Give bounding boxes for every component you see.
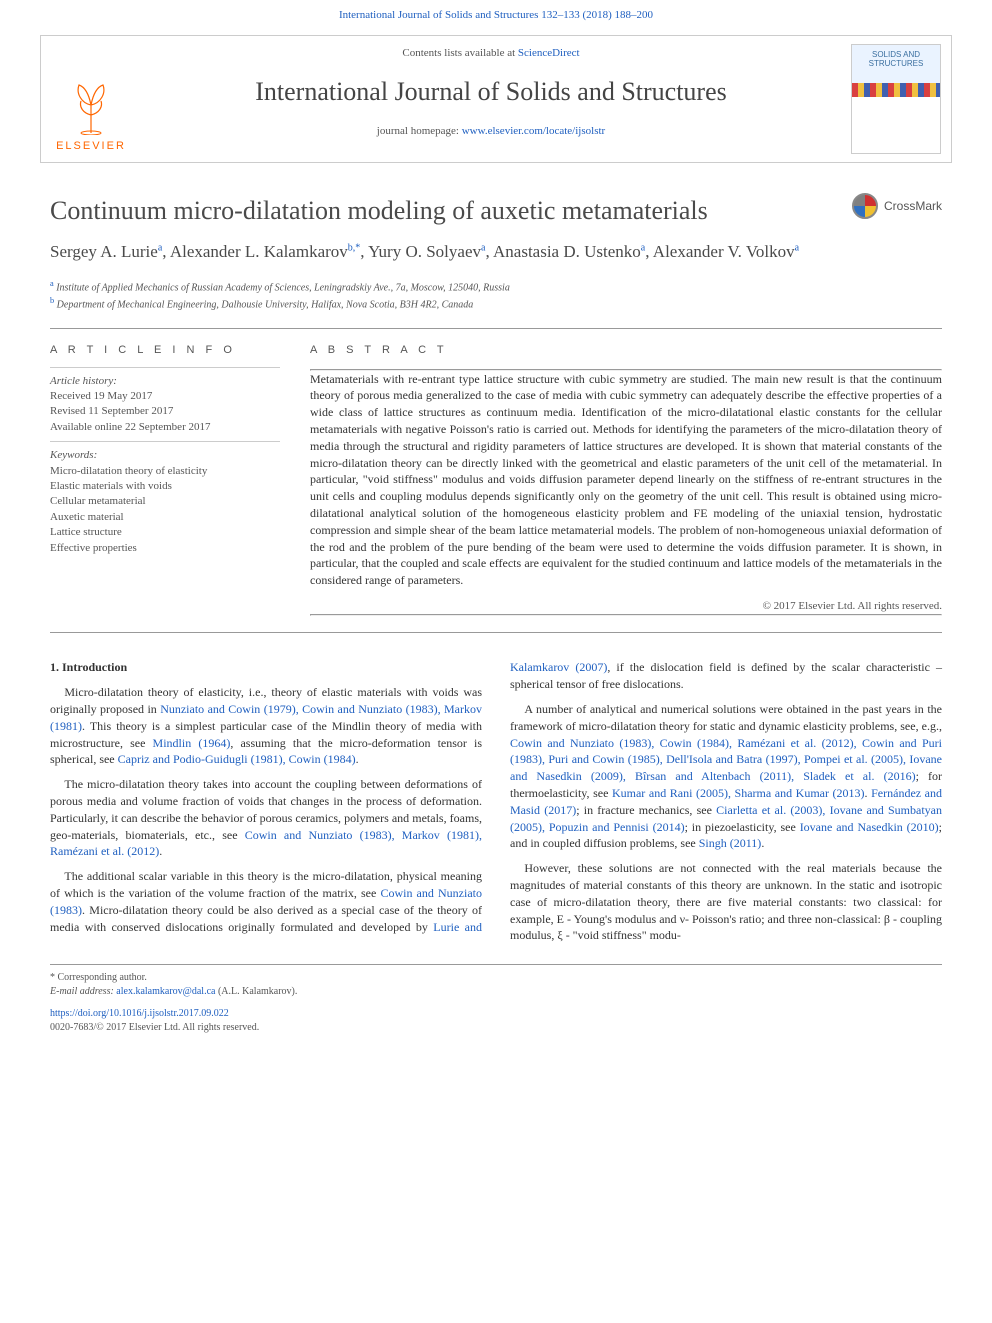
- authors-line: Sergey A. Luriea, Alexander L. Kalamkaro…: [50, 240, 942, 264]
- body-paragraph: The micro-dilatation theory takes into a…: [50, 776, 482, 860]
- history-received: Received 19 May 2017: [50, 389, 280, 404]
- masthead-center: Contents lists available at ScienceDirec…: [141, 36, 841, 162]
- affiliations: a Institute of Applied Mechanics of Russ…: [50, 278, 942, 313]
- homepage-link[interactable]: www.elsevier.com/locate/ijsolstr: [462, 125, 605, 137]
- doi-link[interactable]: https://doi.org/10.1016/j.ijsolstr.2017.…: [50, 1008, 229, 1019]
- history-revised: Revised 11 September 2017: [50, 404, 280, 419]
- keyword: Effective properties: [50, 541, 280, 556]
- cover-title: SOLIDS AND STRUCTURES: [852, 51, 940, 69]
- body-paragraph: Micro-dilatation theory of elasticity, i…: [50, 684, 482, 768]
- doi-line: https://doi.org/10.1016/j.ijsolstr.2017.…: [50, 1007, 942, 1021]
- reference-link[interactable]: Kumar and Rani (2005), Sharma and Kumar …: [612, 786, 865, 800]
- journal-name: International Journal of Solids and Stru…: [151, 74, 831, 110]
- divider: [50, 328, 942, 329]
- abstract-text: Metamaterials with re-entrant type latti…: [310, 371, 942, 589]
- running-head: International Journal of Solids and Stru…: [0, 0, 992, 27]
- history-label: Article history:: [50, 374, 280, 389]
- crossmark-badge[interactable]: CrossMark: [852, 193, 942, 219]
- abstract-column: A B S T R A C T Metamaterials with re-en…: [310, 343, 942, 616]
- keyword: Auxetic material: [50, 510, 280, 525]
- crossmark-label: CrossMark: [884, 198, 942, 215]
- masthead: ELSEVIER Contents lists available at Sci…: [40, 35, 952, 163]
- elsevier-tree-icon: [61, 75, 121, 135]
- citation-link[interactable]: International Journal of Solids and Stru…: [339, 9, 653, 21]
- affiliation-b: b Department of Mechanical Engineering, …: [50, 295, 942, 312]
- email-line: E-mail address: alex.kalamkarov@dal.ca (…: [50, 985, 942, 999]
- article-info-heading: A R T I C L E I N F O: [50, 343, 280, 358]
- keyword: Cellular metamaterial: [50, 494, 280, 509]
- article-info-column: A R T I C L E I N F O Article history: R…: [50, 343, 280, 616]
- reference-link[interactable]: Cowin and Nunziato (1983), Cowin (1984),…: [510, 736, 942, 784]
- journal-cover-icon: SOLIDS AND STRUCTURES: [851, 44, 941, 154]
- keyword: Elastic materials with voids: [50, 479, 280, 494]
- body-paragraph: A number of analytical and numerical sol…: [510, 701, 942, 852]
- homepage-line: journal homepage: www.elsevier.com/locat…: [151, 124, 831, 139]
- contents-prefix: Contents lists available at: [402, 47, 517, 59]
- page-footer: * Corresponding author. E-mail address: …: [50, 964, 942, 1035]
- issn-line: 0020-7683/© 2017 Elsevier Ltd. All right…: [50, 1021, 942, 1035]
- article-title: Continuum micro-dilatation modeling of a…: [50, 193, 832, 229]
- abstract-copyright: © 2017 Elsevier Ltd. All rights reserved…: [310, 599, 942, 614]
- reference-link[interactable]: Capriz and Podio-Guidugli (1981), Cowin …: [118, 752, 356, 766]
- cover-block: SOLIDS AND STRUCTURES: [841, 36, 951, 162]
- homepage-prefix: journal homepage:: [377, 125, 462, 137]
- divider: [50, 632, 942, 633]
- body-paragraph: However, these solutions are not connect…: [510, 860, 942, 944]
- reference-link[interactable]: Singh (2011): [699, 836, 762, 850]
- sciencedirect-link[interactable]: ScienceDirect: [518, 47, 580, 59]
- abstract-heading: A B S T R A C T: [310, 343, 942, 358]
- crossmark-icon: [852, 193, 878, 219]
- affiliation-a: a Institute of Applied Mechanics of Russ…: [50, 278, 942, 295]
- publisher-block: ELSEVIER: [41, 36, 141, 162]
- contents-line: Contents lists available at ScienceDirec…: [151, 46, 831, 61]
- keywords-label: Keywords:: [50, 448, 280, 463]
- corresponding-author: * Corresponding author.: [50, 971, 942, 985]
- keyword: Micro-dilatation theory of elasticity: [50, 464, 280, 479]
- publisher-label: ELSEVIER: [56, 139, 126, 154]
- section-heading: 1. Introduction: [50, 659, 482, 676]
- reference-link[interactable]: Iovane and Nasedkin (2010): [800, 820, 939, 834]
- email-link[interactable]: alex.kalamkarov@dal.ca: [116, 986, 215, 997]
- keyword: Lattice structure: [50, 525, 280, 540]
- body-columns: 1. Introduction Micro-dilatation theory …: [50, 659, 942, 944]
- reference-link[interactable]: Mindlin (1964): [153, 736, 231, 750]
- history-online: Available online 22 September 2017: [50, 420, 280, 435]
